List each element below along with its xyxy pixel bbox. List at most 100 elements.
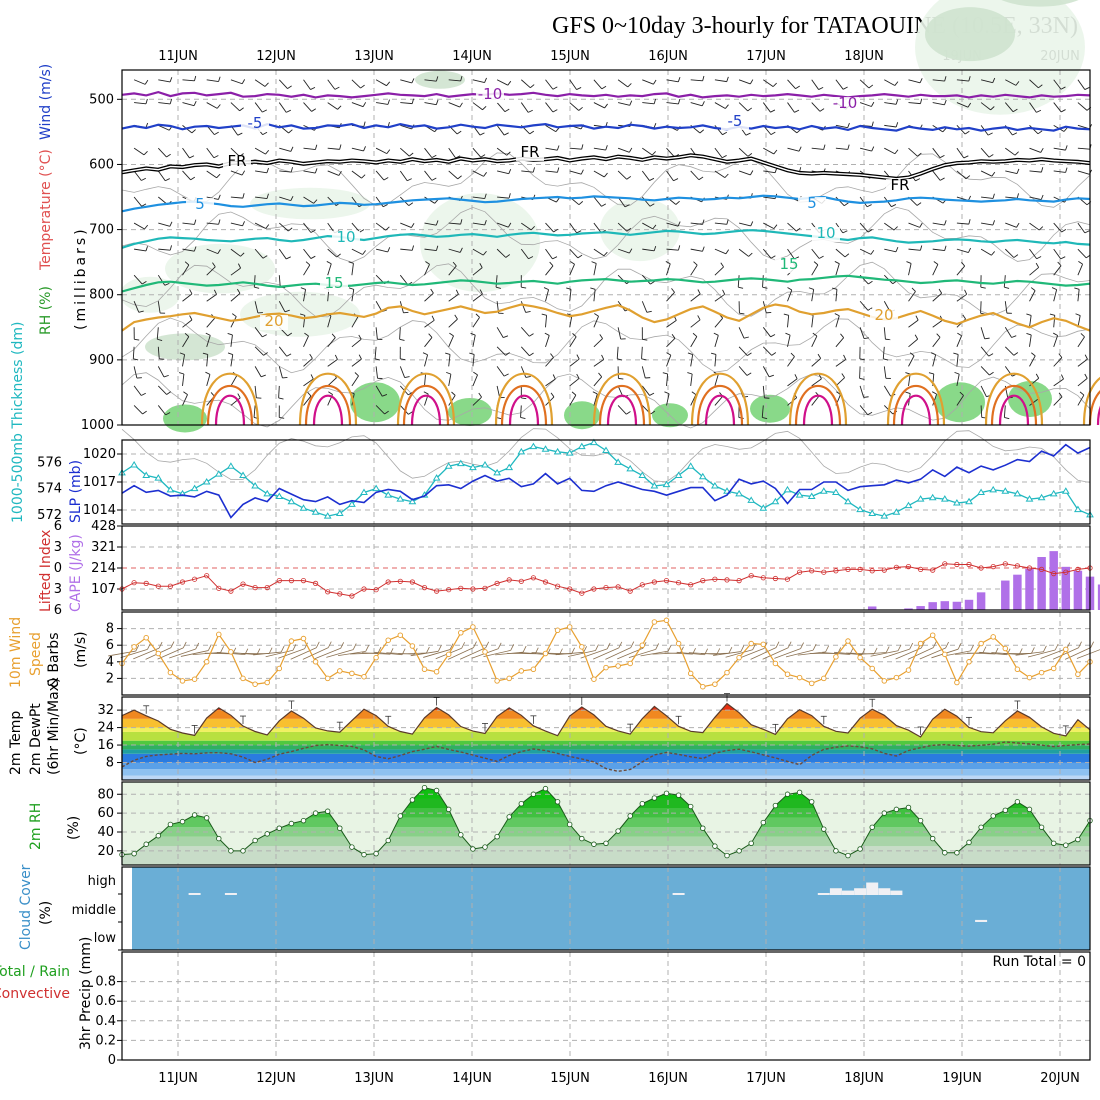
wind-barb xyxy=(908,319,919,328)
wind-barb-flag xyxy=(746,372,752,376)
wind-barb-flag xyxy=(909,642,914,650)
wind-barb-flag xyxy=(361,174,366,179)
wind-barb xyxy=(327,315,332,328)
wind-barb xyxy=(811,264,819,276)
wind-speed-point xyxy=(179,678,186,684)
date-label-top: 11JUN xyxy=(158,49,198,64)
rh-point xyxy=(712,843,718,849)
wind-barb-flag xyxy=(944,99,947,105)
wind-barb xyxy=(956,170,967,180)
rh-point xyxy=(615,828,621,834)
wind-speed-point xyxy=(506,675,512,682)
wind-barb-flag xyxy=(1058,353,1063,358)
wind-barb xyxy=(375,196,384,207)
diurnal-temp-arch xyxy=(304,385,352,426)
thickness-point xyxy=(904,501,913,509)
rh-unit-label: (%) xyxy=(66,816,82,840)
wind-barb-flag xyxy=(928,372,934,375)
wind-barb xyxy=(616,346,619,359)
wind-barb-flag xyxy=(818,86,824,90)
lifted-index-point xyxy=(1026,565,1033,571)
wind-barb-flag xyxy=(938,288,943,294)
wind-barb xyxy=(1053,396,1063,406)
wind-barb xyxy=(182,293,193,302)
wind-speed-point xyxy=(131,644,137,650)
wind-barb-flag xyxy=(556,145,560,151)
wind-barb-flag xyxy=(141,203,147,207)
li-tick-label: 3 xyxy=(54,582,62,597)
wind-barb-flag xyxy=(787,641,792,648)
date-label-bottom: 20JUN xyxy=(1040,1071,1080,1086)
wind-barb xyxy=(545,248,553,260)
wind-barb-flag xyxy=(354,372,359,377)
wind-barb-flag xyxy=(182,641,187,649)
wind-speed-point xyxy=(893,674,900,681)
lifted-index-point xyxy=(712,576,718,582)
wind-barb-flag xyxy=(591,261,597,264)
wind-barb xyxy=(496,147,508,156)
rh-shading xyxy=(1001,0,1079,7)
thickness-point xyxy=(844,497,852,505)
thickness-tick-label: 572 xyxy=(37,508,62,523)
wind-barb xyxy=(932,264,939,276)
wind-barb xyxy=(1077,102,1088,111)
wind-barb xyxy=(642,147,653,156)
wind-barb xyxy=(908,291,916,302)
temp-band xyxy=(122,731,1090,741)
wind-barb xyxy=(811,289,815,302)
wind-speed-point xyxy=(736,654,742,661)
wind-barb xyxy=(811,248,820,259)
cloud-bar xyxy=(842,890,854,895)
freezing-level-line-inner xyxy=(121,154,1091,180)
wind-barb-flag xyxy=(915,315,919,321)
wind-barb-flag xyxy=(617,358,623,361)
contour-label: 15 xyxy=(779,255,798,273)
wind-barb xyxy=(956,102,969,108)
wind-speed-point xyxy=(833,654,839,660)
wind-barb xyxy=(545,335,550,347)
wind-barb-flag xyxy=(649,203,655,207)
wind-barb-flag xyxy=(310,229,316,233)
wind-barb xyxy=(400,248,413,251)
wind-barb-flag xyxy=(553,228,559,233)
wind-barb-flag xyxy=(334,86,340,90)
wind-barb-flag xyxy=(455,289,459,295)
wind-barb-flag xyxy=(169,221,173,227)
wind-barb xyxy=(737,275,740,288)
cloud-bar xyxy=(817,893,830,895)
wind-speed-point xyxy=(409,643,416,649)
wind-barb xyxy=(1029,248,1037,260)
diurnal-temp-arch xyxy=(494,372,554,426)
wind-barb xyxy=(303,357,313,367)
wind-barb-flag xyxy=(1026,313,1032,316)
wind-barb-flag xyxy=(629,100,633,106)
wind-barb xyxy=(386,652,415,655)
wind-barb-flag xyxy=(287,85,292,89)
wind-speed-point xyxy=(1014,666,1021,673)
wind-speed-point xyxy=(687,670,694,677)
wind-barb-flag xyxy=(522,645,527,653)
contour-label-bg xyxy=(516,146,544,161)
wind-barb xyxy=(374,346,377,359)
cape-tick-label: 428 xyxy=(91,519,116,534)
wind-tick-label: 2 xyxy=(106,671,114,686)
contour-label: FR xyxy=(520,143,539,161)
wind-barb xyxy=(182,147,190,159)
wind-barb xyxy=(254,79,266,87)
wind-barb xyxy=(932,393,938,406)
wind-barb xyxy=(448,318,458,328)
wind-barb-flag xyxy=(749,79,754,85)
lifted-index-point xyxy=(990,563,996,570)
date-label-top: 12JUN xyxy=(256,49,296,64)
rh-point xyxy=(724,852,730,859)
diurnal-temp-arch xyxy=(900,394,932,426)
wind-barb xyxy=(617,327,622,340)
wind-barb xyxy=(290,647,317,660)
temp-tick-label: 8 xyxy=(106,756,114,771)
wind-barb xyxy=(496,125,505,136)
wind-barb xyxy=(882,346,885,359)
wind-barb-flag xyxy=(870,250,875,255)
wind-barb xyxy=(303,222,312,233)
wind-barb-flag xyxy=(314,144,318,150)
cape-bar xyxy=(1097,584,1100,610)
